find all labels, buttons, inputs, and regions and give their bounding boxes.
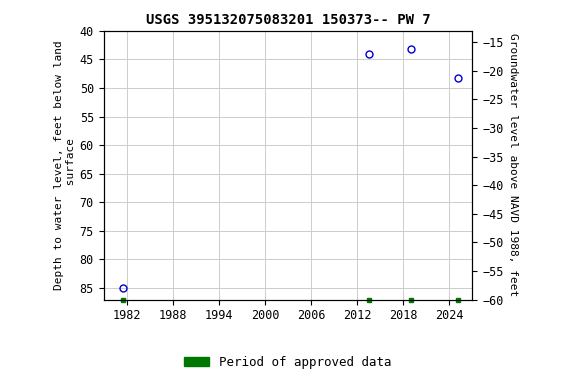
Y-axis label: Depth to water level, feet below land
 surface: Depth to water level, feet below land su… — [54, 40, 75, 290]
Y-axis label: Groundwater level above NAVD 1988, feet: Groundwater level above NAVD 1988, feet — [507, 33, 518, 297]
Legend: Period of approved data: Period of approved data — [179, 351, 397, 374]
Title: USGS 395132075083201 150373-- PW 7: USGS 395132075083201 150373-- PW 7 — [146, 13, 430, 27]
